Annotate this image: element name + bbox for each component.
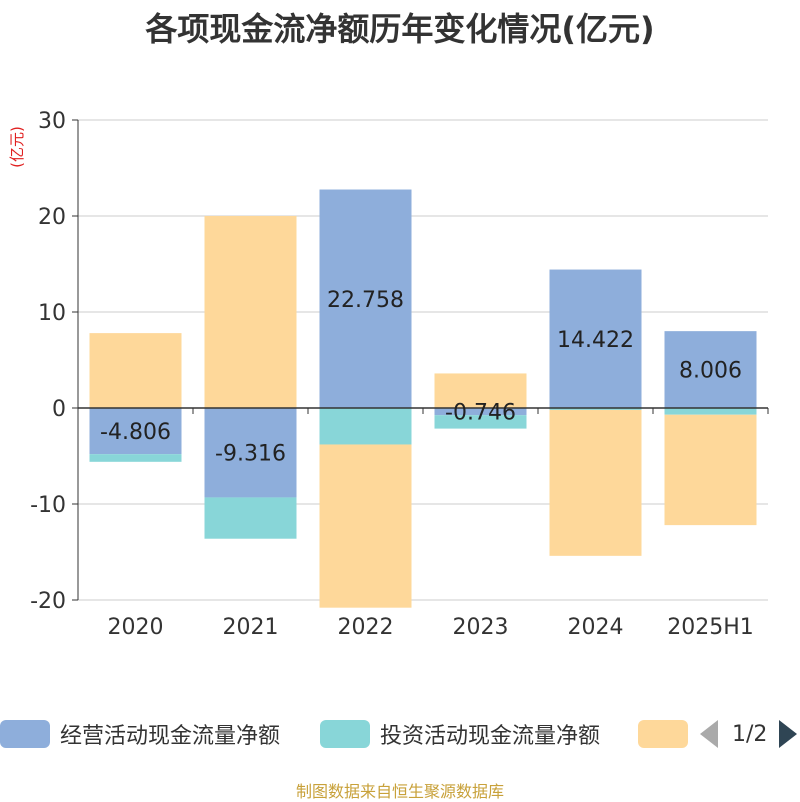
x-tick-label-2021: 2021 — [223, 615, 279, 640]
bar-s0-2021 — [204, 408, 297, 498]
legend-item-financing[interactable] — [638, 714, 688, 754]
legend-label-operating: 经营活动现金流量净额 — [60, 724, 281, 749]
data-label-2023: -0.746 — [445, 401, 516, 426]
data-label-2025H1: 8.006 — [679, 359, 742, 384]
data-labels: -4.806 -9.316 22.758 -0.746 14.422 8.006 — [100, 288, 742, 467]
data-label-2022: 22.758 — [327, 288, 404, 313]
bar-s2-2025H1 — [664, 414, 757, 526]
legend-swatch-financing — [638, 720, 688, 748]
y-tick-label-1: 20 — [38, 205, 66, 230]
bar-s1-2024 — [549, 408, 642, 410]
legend-next-page-icon[interactable] — [779, 720, 798, 748]
x-tick-label-2020: 2020 — [108, 615, 164, 640]
bar-s1-2020 — [89, 454, 182, 462]
bar-s1-2022 — [319, 408, 412, 445]
bars — [89, 189, 757, 608]
data-label-2020: -4.806 — [100, 420, 171, 445]
source-note: 制图数据来自恒生聚源数据库 — [295, 782, 504, 801]
legend: 经营活动现金流量净额 投资活动现金流量净额 1/2 — [0, 714, 800, 754]
y-axis-title: (亿元) — [8, 126, 26, 168]
x-tick-label-2023: 2023 — [453, 615, 509, 640]
bar-s1-2021 — [204, 497, 297, 539]
bar-s2-2021 — [204, 216, 297, 408]
legend-swatch-operating — [0, 720, 50, 748]
legend-label-investing: 投资活动现金流量净额 — [380, 724, 601, 749]
bar-s1-2025H1 — [664, 408, 757, 415]
y-tick-label-4: -10 — [30, 493, 66, 518]
y-tick-label-3: 0 — [52, 397, 66, 422]
bar-s0-2023 — [434, 408, 527, 416]
bar-s2-2024 — [549, 409, 642, 556]
grid-lines — [78, 119, 768, 601]
bar-s2-2023 — [434, 373, 527, 408]
axes: 30 20 10 0 -10 -20 2020 2021 2022 2023 2024 2025H1 — [30, 109, 769, 640]
bar-s0-2024 — [549, 269, 642, 408]
x-tick-label-2024: 2024 — [568, 615, 624, 640]
y-tick-label-0: 30 — [38, 109, 66, 134]
legend-swatch-investing — [320, 720, 370, 748]
data-label-2024: 14.422 — [557, 328, 634, 353]
bar-s2-2022 — [319, 444, 412, 608]
chart-title: 各项现金流净额历年变化情况(亿元) — [145, 10, 655, 48]
legend-item-investing[interactable]: 投资活动现金流量净额 — [320, 714, 600, 754]
bar-s1-2023 — [434, 415, 527, 429]
y-tick-label-5: -20 — [30, 589, 66, 614]
legend-prev-page-icon[interactable] — [700, 720, 718, 748]
y-tick-label-2: 10 — [38, 301, 66, 326]
x-tick-label-2022: 2022 — [338, 615, 394, 640]
bar-s0-2025H1 — [664, 331, 757, 408]
bar-s0-2020 — [89, 408, 182, 455]
bar-s2-2020 — [89, 333, 182, 408]
bar-s0-2022 — [319, 189, 412, 408]
legend-page-indicator: 1/2 — [732, 721, 768, 747]
data-label-2021: -9.316 — [215, 442, 286, 467]
x-tick-label-2025H1: 2025H1 — [667, 615, 754, 640]
legend-pager: 1/2 — [700, 714, 798, 754]
legend-item-operating[interactable]: 经营活动现金流量净额 — [0, 714, 280, 754]
